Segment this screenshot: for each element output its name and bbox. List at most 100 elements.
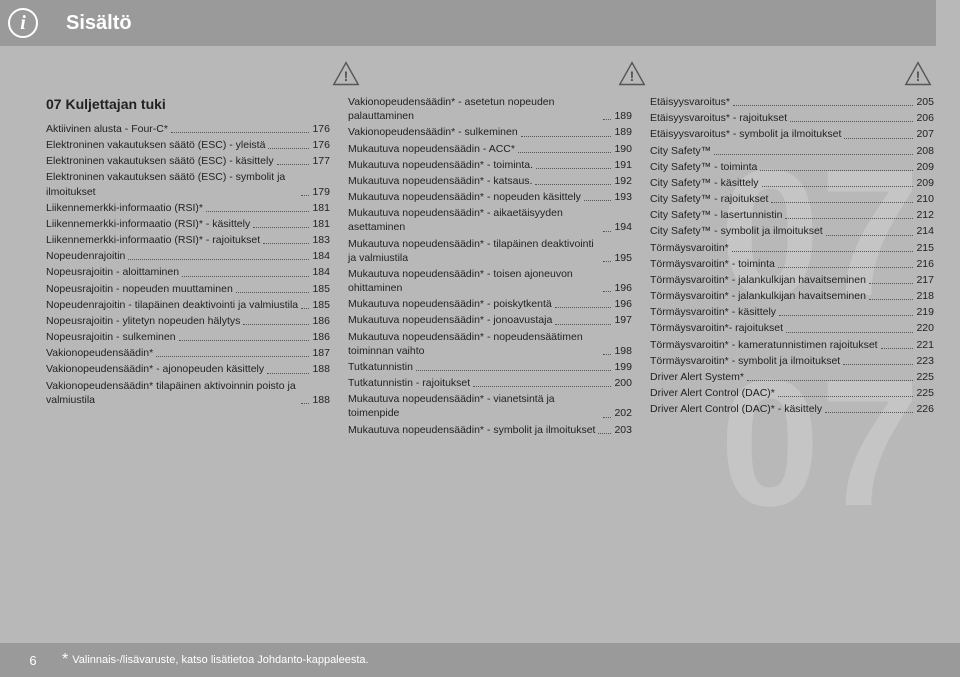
toc-entry: Vakionopeudensäädin* tilapäinen aktivoin… [46, 379, 330, 407]
toc-list-3: Etäisyysvaroitus*205Etäisyysvaroitus* - … [650, 95, 934, 416]
toc-entry: Mukautuva nopeudensäädin* - aikaetäisyyd… [348, 206, 632, 234]
warning-icon: ! [904, 60, 932, 88]
toc-entry: Aktiivinen alusta - Four-C*176 [46, 122, 330, 136]
toc-entry: Liikennemerkki-informaatio (RSI)* - rajo… [46, 233, 330, 247]
toc-label: Vakionopeudensäädin* - ajonopeuden käsit… [46, 362, 264, 376]
toc-label: Mukautuva nopeudensäädin* - jonoavustaja [348, 313, 552, 327]
toc-dots [714, 154, 913, 155]
toc-entry: Vakionopeudensäädin*187 [46, 346, 330, 360]
toc-page: 187 [312, 346, 330, 360]
toc-dots [535, 184, 611, 185]
toc-entry: Mukautuva nopeudensäädin* - vianetsintä … [348, 392, 632, 420]
header-title-bar: Sisältö [46, 0, 936, 46]
toc-dots [263, 243, 309, 244]
toc-label: Mukautuva nopeudensäädin* - tilapäinen d… [348, 237, 600, 265]
toc-label: Törmäysvaroitin* - kameratunnistimen raj… [650, 338, 878, 352]
toc-page: 191 [614, 158, 632, 172]
toc-label: Etäisyysvaroitus* - rajoitukset [650, 111, 787, 125]
toc-dots [771, 202, 913, 203]
toc-dots [603, 291, 611, 292]
toc-entry: Törmäysvaroitin* - kameratunnistimen raj… [650, 338, 934, 352]
toc-dots [603, 354, 611, 355]
toc-label: City Safety™ - toiminta [650, 160, 757, 174]
toc-label: Törmäysvaroitin* - toiminta [650, 257, 775, 271]
toc-page: 186 [312, 314, 330, 328]
toc-page: 177 [312, 154, 330, 168]
toc-entry: Vakionopeudensäädin* - ajonopeuden käsit… [46, 362, 330, 376]
toc-page: 188 [312, 393, 330, 407]
toc-entry: Elektroninen vakautuksen säätö (ESC) - k… [46, 154, 330, 168]
toc-entry: Mukautuva nopeudensäädin* - jonoavustaja… [348, 313, 632, 327]
toc-dots [598, 433, 611, 434]
toc-entry: Törmäysvaroitin*215 [650, 241, 934, 255]
toc-page: 176 [312, 138, 330, 152]
toc-dots [555, 307, 612, 308]
svg-text:!: ! [344, 68, 349, 84]
toc-label: Vakionopeudensäädin* tilapäinen aktivoin… [46, 379, 298, 407]
toc-label: Törmäysvaroitin* - käsittely [650, 305, 776, 319]
warning-icons-row: ! ! ! [332, 60, 932, 88]
toc-page: 181 [312, 217, 330, 231]
toc-entry: Etäisyysvaroitus* - rajoitukset206 [650, 111, 934, 125]
toc-page: 225 [916, 370, 934, 384]
toc-page: 192 [614, 174, 632, 188]
toc-dots [236, 292, 310, 293]
toc-dots [603, 231, 611, 232]
toc-list-2: Vakionopeudensäädin* - asetetun nopeuden… [348, 95, 632, 437]
toc-label: Nopeusrajoitin - ylitetyn nopeuden hälyt… [46, 314, 240, 328]
toc-label: City Safety™ - symbolit ja ilmoitukset [650, 224, 823, 238]
toc-label: Mukautuva nopeudensäädin* - toiminta. [348, 158, 533, 172]
toc-label: Mukautuva nopeudensäädin* - nopeuden käs… [348, 190, 581, 204]
svg-text:!: ! [916, 68, 921, 84]
toc-list-1: Aktiivinen alusta - Four-C*176 Elektronin… [46, 122, 330, 407]
toc-dots [171, 132, 310, 133]
toc-dots [603, 119, 611, 120]
toc-page: 219 [916, 305, 934, 319]
toc-dots [253, 227, 309, 228]
footer-bar: 6 * Valinnais-/lisävaruste, katso lisäti… [0, 643, 960, 677]
toc-entry: Törmäysvaroitin* - toiminta216 [650, 257, 934, 271]
toc-label: Törmäysvaroitin* - jalankulkijan havaits… [650, 289, 866, 303]
toc-label: Mukautuva nopeudensäädin* - katsaus. [348, 174, 532, 188]
toc-page: 186 [312, 330, 330, 344]
column-3: Etäisyysvaroitus*205Etäisyysvaroitus* - … [650, 95, 934, 439]
info-icon: i [8, 8, 38, 38]
toc-label: Liikennemerkki-informaatio (RSI)* [46, 201, 203, 215]
toc-label: Liikennemerkki-informaatio (RSI)* - rajo… [46, 233, 260, 247]
toc-dots [182, 276, 309, 277]
toc-page: 189 [614, 125, 632, 139]
page-number: 6 [20, 653, 46, 668]
toc-entry: Liikennemerkki-informaatio (RSI)* - käsi… [46, 217, 330, 231]
toc-entry: Elektroninen vakautuksen säätö (ESC) - s… [46, 170, 330, 198]
toc-dots [732, 251, 914, 252]
toc-entry: Mukautuva nopeudensäädin* - poiskytkentä… [348, 297, 632, 311]
toc-label: Nopeudenrajoitin - tilapäinen deaktivoin… [46, 298, 298, 312]
toc-label: Nopeudenrajoitin [46, 249, 125, 263]
toc-page: 185 [312, 282, 330, 296]
warning-icon: ! [332, 60, 360, 88]
section-title: 07 Kuljettajan tuki [46, 95, 330, 114]
toc-dots [156, 356, 309, 357]
toc-entry: Törmäysvaroitin* - symbolit ja ilmoituks… [650, 354, 934, 368]
toc-page: 217 [916, 273, 934, 287]
toc-entry: Mukautuva nopeudensäädin* - symbolit ja … [348, 423, 632, 437]
toc-dots [416, 370, 611, 371]
toc-dots [267, 373, 309, 374]
toc-label: City Safety™ - rajoitukset [650, 192, 768, 206]
toc-page: 223 [916, 354, 934, 368]
toc-entry: Driver Alert Control (DAC)* - käsittely2… [650, 402, 934, 416]
column-2: Vakionopeudensäädin* - asetetun nopeuden… [348, 95, 632, 439]
toc-page: 181 [312, 201, 330, 215]
toc-dots [785, 218, 913, 219]
toc-page: 194 [614, 220, 632, 234]
toc-page: 188 [312, 362, 330, 376]
footnote-star: * [62, 651, 68, 669]
toc-dots [243, 324, 309, 325]
toc-page: 200 [614, 376, 632, 390]
toc-label: Elektroninen vakautuksen säätö (ESC) - k… [46, 154, 274, 168]
toc-entry: City Safety™ - lasertunnistin212 [650, 208, 934, 222]
toc-label: Mukautuva nopeudensäädin* - nopeudensäät… [348, 330, 600, 358]
toc-page: 203 [614, 423, 632, 437]
toc-dots [536, 168, 611, 169]
toc-label: Tutkatunnistin [348, 360, 413, 374]
